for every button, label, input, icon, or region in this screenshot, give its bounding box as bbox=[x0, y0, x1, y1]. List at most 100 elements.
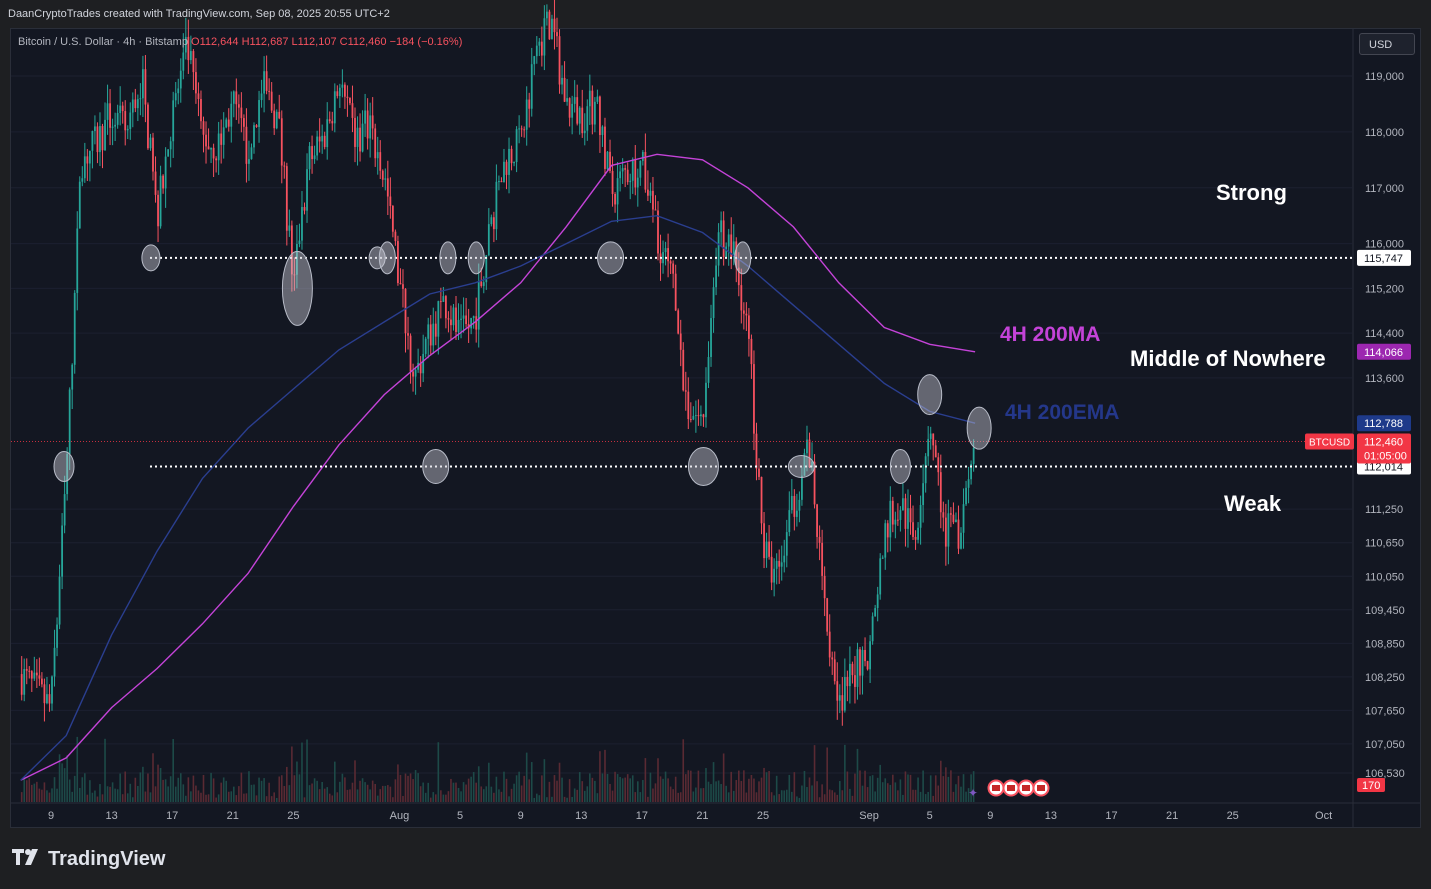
candle-body bbox=[174, 93, 177, 101]
candle bbox=[513, 161, 515, 167]
volume-bar bbox=[768, 771, 770, 802]
brand[interactable]: TradingView bbox=[12, 848, 165, 871]
currency-button[interactable]: USD bbox=[1359, 33, 1415, 55]
candle-body bbox=[821, 542, 824, 576]
candle-body bbox=[942, 512, 945, 518]
candle-body bbox=[944, 517, 947, 547]
touch-highlight bbox=[889, 448, 911, 484]
candle bbox=[371, 97, 374, 140]
volume-bar bbox=[78, 788, 81, 802]
candle-body bbox=[96, 126, 99, 153]
volume-bar bbox=[909, 774, 912, 802]
candle-body bbox=[285, 166, 288, 231]
volume-bar bbox=[76, 736, 79, 802]
candle bbox=[669, 259, 672, 274]
flag-stripe-icon bbox=[1022, 785, 1030, 791]
volume-bar bbox=[866, 787, 869, 802]
candle bbox=[957, 505, 960, 555]
volume-bar bbox=[639, 792, 642, 802]
candle-body bbox=[81, 178, 84, 182]
candle-body bbox=[422, 353, 425, 374]
candle-body bbox=[692, 415, 695, 420]
candle bbox=[349, 97, 351, 106]
candle-body bbox=[73, 292, 76, 365]
candle bbox=[149, 133, 152, 151]
volume-bar bbox=[462, 782, 465, 802]
candle-body bbox=[813, 461, 816, 505]
candle bbox=[962, 488, 965, 549]
volume-bar bbox=[480, 786, 483, 802]
volume-bar bbox=[553, 775, 556, 802]
candle-body bbox=[510, 148, 513, 164]
volume-bar bbox=[965, 791, 967, 802]
candle-body bbox=[477, 281, 480, 330]
volume-bar bbox=[513, 783, 515, 802]
chart-frame[interactable] bbox=[10, 28, 1421, 828]
candle-body bbox=[147, 104, 149, 149]
candle-body bbox=[861, 649, 864, 676]
y-tick-label: 115,200 bbox=[1365, 283, 1404, 295]
candle bbox=[91, 130, 94, 169]
volume-bar bbox=[116, 789, 119, 802]
candle-body bbox=[785, 532, 788, 556]
candle-body bbox=[427, 324, 430, 339]
annotation-middle: Middle of Nowhere bbox=[1130, 346, 1326, 371]
volume-bar bbox=[667, 778, 669, 802]
candle bbox=[647, 170, 649, 202]
candle-body bbox=[535, 45, 538, 57]
volume-bar bbox=[28, 778, 31, 802]
volume-bar bbox=[571, 796, 573, 802]
y-tick-label: 108,850 bbox=[1365, 638, 1405, 650]
candle bbox=[73, 290, 76, 374]
candle bbox=[748, 308, 750, 357]
candle bbox=[530, 47, 533, 117]
volume-bar bbox=[427, 782, 430, 802]
candle bbox=[359, 113, 361, 162]
volume-bar bbox=[700, 788, 702, 802]
volume-bar bbox=[36, 781, 38, 802]
candle-body bbox=[245, 126, 248, 164]
candle bbox=[116, 104, 119, 129]
volume-bar bbox=[679, 792, 682, 802]
candle bbox=[255, 124, 258, 128]
candle-body bbox=[275, 111, 278, 129]
candle-body bbox=[91, 131, 94, 151]
volume-bar bbox=[293, 775, 296, 802]
volume-bar bbox=[672, 789, 674, 802]
volume-bar bbox=[167, 786, 169, 802]
candle bbox=[376, 136, 379, 175]
volume-bar bbox=[407, 775, 409, 802]
candle-body bbox=[934, 445, 937, 458]
volume-bar bbox=[364, 782, 366, 802]
volume-bar bbox=[381, 785, 384, 802]
candle bbox=[109, 89, 111, 146]
volume-bar bbox=[578, 772, 581, 802]
volume-bar bbox=[134, 777, 137, 802]
candle bbox=[490, 214, 493, 227]
candle bbox=[450, 305, 452, 340]
candle bbox=[924, 453, 927, 493]
candle bbox=[126, 125, 129, 140]
volume-bar bbox=[495, 776, 498, 802]
candle-body bbox=[538, 41, 541, 46]
volume-bar bbox=[543, 759, 546, 802]
candle bbox=[364, 93, 366, 137]
volume-tag-bg bbox=[1357, 778, 1385, 792]
candle-body bbox=[505, 161, 508, 175]
candle bbox=[487, 208, 490, 257]
candle bbox=[697, 399, 700, 426]
touch-highlight bbox=[422, 448, 450, 484]
volume-bar bbox=[318, 789, 321, 802]
volume-bar bbox=[197, 790, 200, 802]
candle bbox=[775, 553, 778, 585]
volume-bar bbox=[96, 796, 99, 802]
volume-bar bbox=[889, 784, 892, 802]
candle-body bbox=[20, 674, 23, 695]
volume-bar bbox=[366, 784, 369, 802]
candle-body bbox=[816, 504, 818, 537]
volume-bar bbox=[412, 779, 414, 802]
volume-bar bbox=[720, 784, 722, 802]
volume-bar bbox=[859, 770, 861, 802]
candle bbox=[222, 112, 225, 159]
